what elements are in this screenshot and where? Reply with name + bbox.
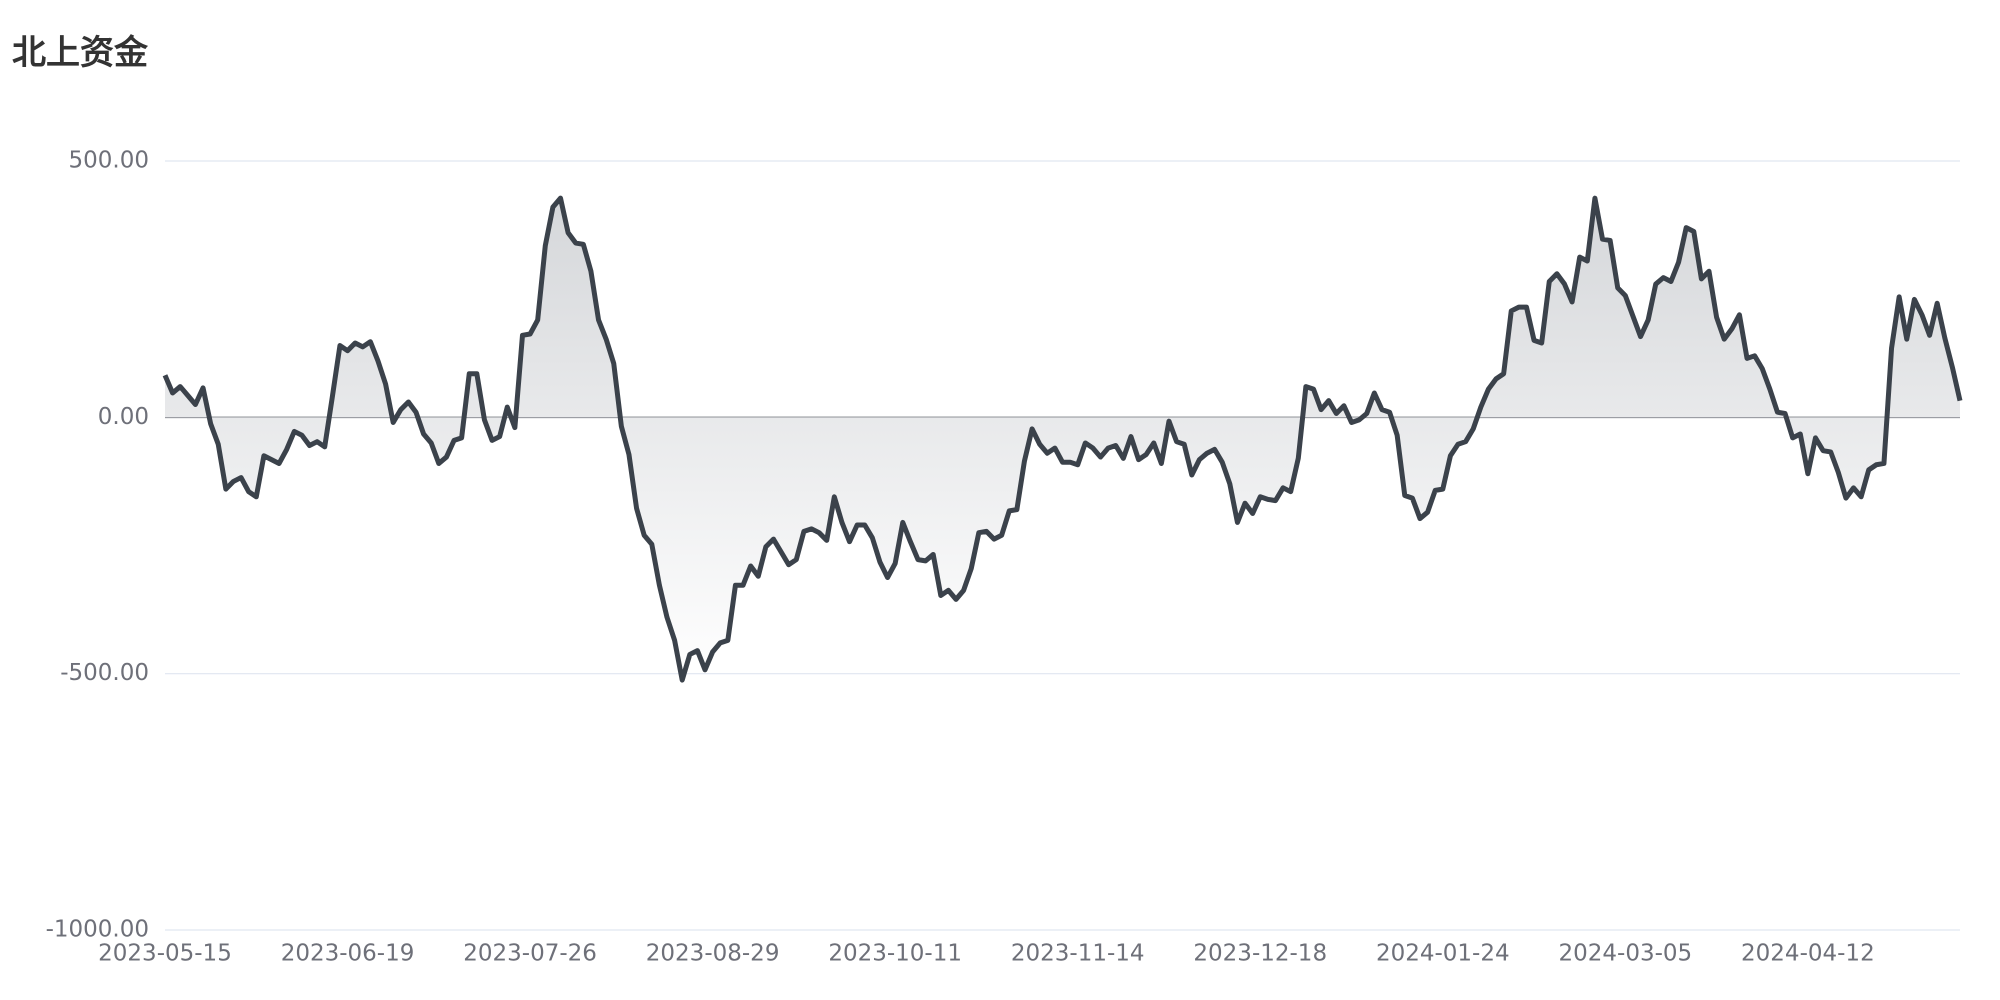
x-tick-label: 2023-07-26 — [463, 941, 597, 967]
y-tick-label: 500.00 — [69, 148, 149, 174]
x-tick-label: 2023-05-15 — [98, 941, 232, 967]
x-tick-label: 2023-10-11 — [828, 941, 962, 967]
y-tick-label: -500.00 — [60, 660, 149, 686]
x-tick-label: 2023-11-14 — [1011, 941, 1145, 967]
x-tick-label: 2023-06-19 — [281, 941, 415, 967]
x-tick-label: 2024-03-05 — [1559, 941, 1693, 967]
y-tick-label: 0.00 — [98, 404, 149, 430]
x-tick-label: 2024-01-24 — [1376, 941, 1510, 967]
x-tick-label: 2023-12-18 — [1193, 941, 1327, 967]
x-tick-label: 2024-04-12 — [1741, 941, 1875, 967]
chart-title: 北上资金 — [12, 33, 149, 73]
line — [162, 195, 1963, 683]
y-tick-label: -1000.00 — [46, 917, 149, 943]
area — [165, 198, 1960, 681]
x-tick-label: 2023-08-29 — [646, 941, 780, 967]
